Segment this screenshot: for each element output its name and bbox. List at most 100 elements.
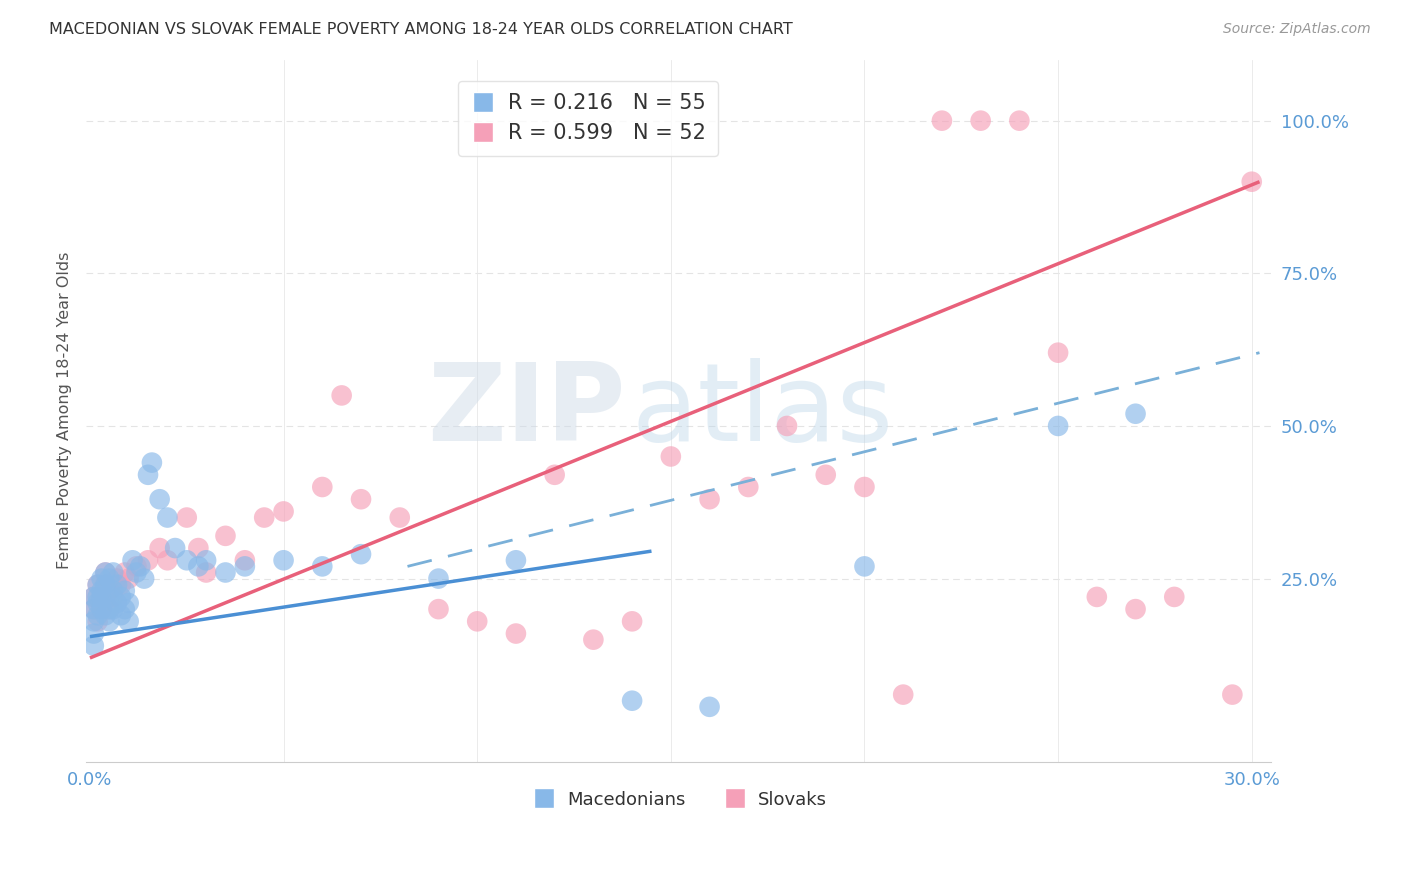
Point bbox=[90, 590, 112, 604]
Point bbox=[114, 602, 136, 616]
Point bbox=[101, 566, 124, 580]
Point bbox=[83, 590, 105, 604]
Point bbox=[94, 566, 117, 580]
Point bbox=[233, 559, 256, 574]
Point bbox=[233, 553, 256, 567]
Point bbox=[1125, 407, 1147, 421]
Y-axis label: Female Poverty Among 18-24 Year Olds: Female Poverty Among 18-24 Year Olds bbox=[58, 252, 72, 569]
Point bbox=[86, 590, 108, 604]
Point bbox=[101, 602, 124, 616]
Point bbox=[176, 553, 198, 567]
Point bbox=[134, 572, 156, 586]
Point bbox=[98, 615, 121, 629]
Point bbox=[969, 113, 991, 128]
Point bbox=[110, 590, 132, 604]
Point bbox=[776, 419, 799, 434]
Point bbox=[505, 626, 527, 640]
Point bbox=[125, 559, 148, 574]
Point bbox=[149, 541, 172, 555]
Point bbox=[141, 456, 163, 470]
Point bbox=[388, 510, 411, 524]
Text: MACEDONIAN VS SLOVAK FEMALE POVERTY AMONG 18-24 YEAR OLDS CORRELATION CHART: MACEDONIAN VS SLOVAK FEMALE POVERTY AMON… bbox=[49, 22, 793, 37]
Point bbox=[101, 590, 124, 604]
Point bbox=[90, 602, 112, 616]
Point bbox=[350, 492, 373, 507]
Point bbox=[83, 639, 105, 653]
Point bbox=[83, 626, 105, 640]
Point bbox=[427, 602, 450, 616]
Point bbox=[1240, 175, 1263, 189]
Point bbox=[98, 602, 121, 616]
Point bbox=[105, 572, 128, 586]
Point bbox=[311, 480, 333, 494]
Point bbox=[1163, 590, 1185, 604]
Point bbox=[105, 577, 128, 591]
Point bbox=[156, 553, 179, 567]
Point bbox=[98, 583, 121, 598]
Point bbox=[427, 572, 450, 586]
Point bbox=[94, 566, 117, 580]
Point bbox=[187, 541, 209, 555]
Point bbox=[136, 553, 159, 567]
Point bbox=[156, 510, 179, 524]
Point bbox=[165, 541, 187, 555]
Point bbox=[853, 480, 876, 494]
Point bbox=[94, 608, 117, 623]
Point bbox=[699, 699, 721, 714]
Point bbox=[543, 467, 565, 482]
Point bbox=[214, 566, 236, 580]
Point bbox=[118, 572, 141, 586]
Point bbox=[83, 602, 105, 616]
Point bbox=[582, 632, 605, 647]
Point bbox=[176, 510, 198, 524]
Point bbox=[1008, 113, 1031, 128]
Point bbox=[110, 608, 132, 623]
Point bbox=[350, 547, 373, 561]
Point bbox=[1125, 602, 1147, 616]
Point bbox=[83, 590, 105, 604]
Point bbox=[853, 559, 876, 574]
Legend: Macedonians, Slovaks: Macedonians, Slovaks bbox=[523, 783, 834, 816]
Point bbox=[129, 559, 152, 574]
Point bbox=[114, 566, 136, 580]
Text: Source: ZipAtlas.com: Source: ZipAtlas.com bbox=[1223, 22, 1371, 37]
Point bbox=[86, 608, 108, 623]
Point bbox=[110, 577, 132, 591]
Point bbox=[273, 504, 295, 518]
Point bbox=[465, 615, 488, 629]
Point bbox=[621, 694, 644, 708]
Point bbox=[136, 467, 159, 482]
Point bbox=[90, 590, 112, 604]
Point bbox=[83, 602, 105, 616]
Point bbox=[621, 615, 644, 629]
Point bbox=[931, 113, 953, 128]
Point bbox=[737, 480, 759, 494]
Point bbox=[94, 577, 117, 591]
Point bbox=[90, 602, 112, 616]
Point bbox=[195, 566, 218, 580]
Point bbox=[273, 553, 295, 567]
Point bbox=[330, 388, 353, 402]
Point bbox=[253, 510, 276, 524]
Point bbox=[699, 492, 721, 507]
Point bbox=[1222, 688, 1244, 702]
Point bbox=[311, 559, 333, 574]
Point bbox=[98, 590, 121, 604]
Point bbox=[187, 559, 209, 574]
Text: atlas: atlas bbox=[631, 358, 893, 464]
Point bbox=[86, 596, 108, 610]
Point bbox=[1047, 419, 1070, 434]
Point bbox=[90, 572, 112, 586]
Point bbox=[195, 553, 218, 567]
Point bbox=[86, 577, 108, 591]
Point bbox=[105, 596, 128, 610]
Point bbox=[98, 602, 121, 616]
Point bbox=[121, 553, 143, 567]
Point bbox=[118, 615, 141, 629]
Point bbox=[90, 583, 112, 598]
Point bbox=[114, 583, 136, 598]
Point bbox=[125, 566, 148, 580]
Point bbox=[1085, 590, 1108, 604]
Point bbox=[1047, 345, 1070, 359]
Point bbox=[83, 615, 105, 629]
